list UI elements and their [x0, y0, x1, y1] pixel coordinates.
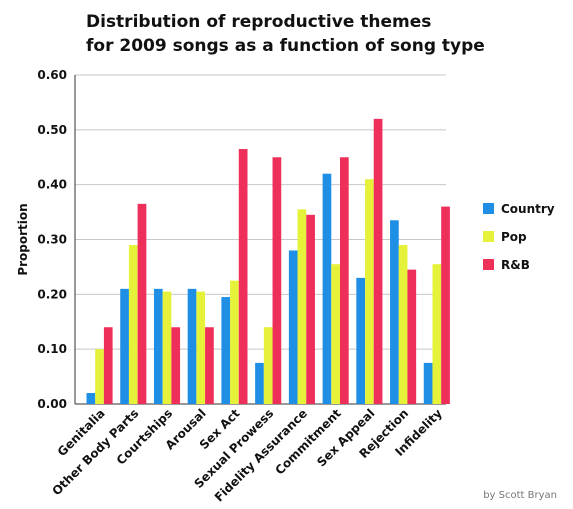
bar — [322, 173, 332, 404]
bar — [230, 280, 239, 404]
bar — [238, 149, 248, 404]
bar — [255, 362, 264, 404]
bar — [423, 362, 433, 404]
bar — [95, 349, 104, 404]
bar — [441, 206, 450, 404]
y-tick-label: 0.00 — [37, 397, 67, 411]
chart-title: Distribution of reproductive themes for … — [86, 10, 485, 58]
bar — [86, 393, 96, 404]
y-axis-label: Proportion — [16, 203, 30, 275]
bar — [398, 244, 408, 404]
bar — [432, 264, 442, 404]
bar — [153, 288, 163, 404]
bar — [205, 327, 214, 404]
bar — [297, 209, 307, 404]
bar — [187, 288, 197, 404]
bar — [331, 264, 340, 404]
credit: by Scott Bryan — [483, 490, 557, 501]
bar — [120, 288, 129, 404]
bar — [137, 203, 147, 404]
bar — [263, 327, 273, 404]
legend-label: Pop — [501, 230, 527, 244]
bar — [365, 179, 374, 404]
chart-title-line-2: for 2009 songs as a function of song typ… — [86, 36, 485, 56]
y-tick-label: 0.60 — [37, 68, 67, 82]
y-tick-label: 0.30 — [37, 233, 67, 247]
bar — [356, 277, 366, 404]
y-tick-label: 0.50 — [37, 123, 67, 137]
bar — [288, 250, 298, 404]
bar — [390, 220, 399, 404]
y-tick-label: 0.40 — [37, 178, 67, 192]
legend-swatch — [483, 231, 494, 242]
bar — [373, 118, 383, 404]
chart-title-line-1: Distribution of reproductive themes — [86, 12, 432, 32]
bar — [162, 291, 172, 404]
bar — [221, 297, 231, 404]
bar — [103, 327, 113, 404]
bar — [339, 157, 349, 404]
bar — [128, 244, 138, 404]
y-tick-label: 0.10 — [37, 342, 67, 356]
bar — [196, 291, 206, 404]
legend-label: Country — [501, 202, 555, 216]
legend-swatch — [483, 203, 494, 214]
legend-swatch — [483, 259, 494, 270]
bar — [306, 214, 315, 404]
legend-label: R&B — [501, 258, 530, 272]
y-tick-label: 0.20 — [37, 287, 67, 301]
bar — [407, 269, 417, 404]
bar — [171, 327, 181, 404]
bar — [272, 157, 282, 404]
